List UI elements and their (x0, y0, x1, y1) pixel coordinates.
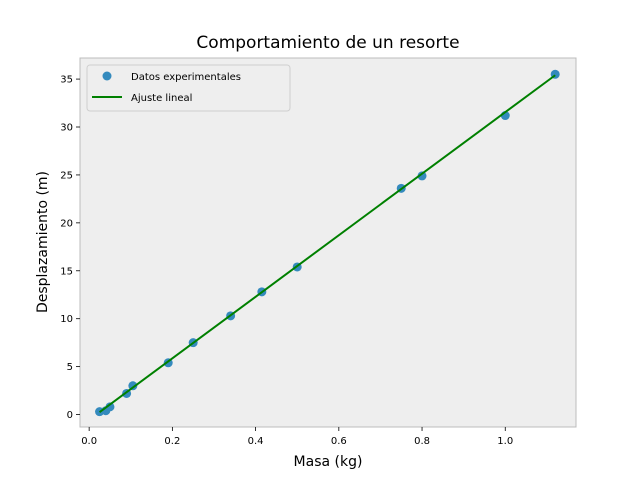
y-axis: 0 5 10 15 20 25 30 35 (60, 75, 80, 421)
y-tick-label: 35 (60, 75, 73, 86)
x-tick-label: 0.4 (248, 436, 264, 447)
legend-label-ajuste: Ajuste lineal (131, 93, 192, 104)
y-axis-label: Desplazamiento (m) (35, 171, 51, 313)
fit-line (98, 74, 556, 413)
y-tick-label: 15 (60, 266, 73, 277)
x-axis: 0.0 0.2 0.4 0.6 0.8 1.0 (81, 427, 513, 447)
x-tick-label: 0.2 (164, 436, 180, 447)
y-tick-label: 10 (60, 314, 73, 325)
legend: Datos experimentales Ajuste lineal (86, 64, 291, 112)
x-tick-label: 0.0 (81, 436, 97, 447)
x-tick-label: 1.0 (497, 436, 513, 447)
legend-label-datos: Datos experimentales (131, 72, 241, 83)
data-point (105, 402, 115, 412)
x-tick-label: 0.8 (414, 436, 430, 447)
x-tick-label: 0.6 (331, 436, 347, 447)
y-tick-label: 0 (67, 410, 73, 421)
y-tick-label: 30 (60, 123, 73, 134)
legend-box (86, 64, 291, 112)
legend-marker-datos (102, 71, 112, 81)
series-layer (95, 69, 560, 417)
chart-title: Comportamiento de un resorte (196, 33, 459, 53)
y-tick-label: 25 (60, 170, 73, 181)
x-axis-label: Masa (kg) (294, 454, 363, 470)
y-tick-label: 20 (60, 218, 73, 229)
data-point (417, 171, 427, 181)
y-tick-label: 5 (67, 362, 73, 373)
